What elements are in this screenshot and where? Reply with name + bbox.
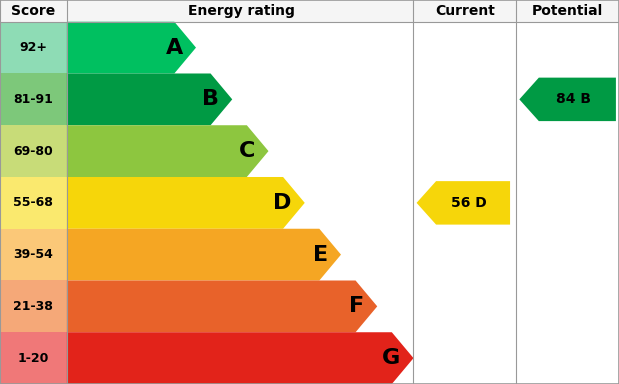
Text: D: D: [274, 193, 292, 213]
Bar: [0, 332, 67, 384]
Bar: [0, 125, 67, 177]
Text: 84 B: 84 B: [556, 93, 591, 106]
Polygon shape: [67, 125, 269, 177]
Bar: [0, 22, 67, 73]
Bar: [0, 229, 67, 280]
Text: E: E: [313, 245, 328, 265]
Polygon shape: [67, 229, 341, 280]
Bar: [413, 0, 516, 22]
Bar: [0, 177, 67, 229]
Text: Current: Current: [435, 4, 495, 18]
Text: B: B: [202, 89, 219, 109]
Polygon shape: [519, 78, 616, 121]
Text: 92+: 92+: [19, 41, 48, 54]
Polygon shape: [67, 280, 377, 332]
Text: C: C: [239, 141, 256, 161]
Polygon shape: [67, 22, 196, 73]
Polygon shape: [67, 332, 413, 384]
Text: A: A: [166, 38, 183, 58]
Bar: [0, 0, 67, 22]
Text: Potential: Potential: [532, 4, 604, 18]
Text: 81-91: 81-91: [14, 93, 53, 106]
Bar: [0, 73, 67, 125]
Text: Energy rating: Energy rating: [188, 4, 295, 18]
Text: 39-54: 39-54: [14, 248, 53, 261]
Text: F: F: [349, 296, 364, 316]
Bar: [0, 280, 67, 332]
Text: 69-80: 69-80: [14, 145, 53, 157]
Bar: [516, 0, 619, 22]
Polygon shape: [67, 177, 305, 229]
Text: G: G: [383, 348, 400, 368]
Bar: [67, 0, 413, 22]
Text: Score: Score: [11, 4, 56, 18]
Text: 56 D: 56 D: [451, 196, 487, 210]
Text: 55-68: 55-68: [14, 196, 53, 209]
Polygon shape: [417, 181, 510, 225]
Text: 21-38: 21-38: [14, 300, 53, 313]
Polygon shape: [67, 73, 232, 125]
Text: 1-20: 1-20: [18, 352, 49, 365]
